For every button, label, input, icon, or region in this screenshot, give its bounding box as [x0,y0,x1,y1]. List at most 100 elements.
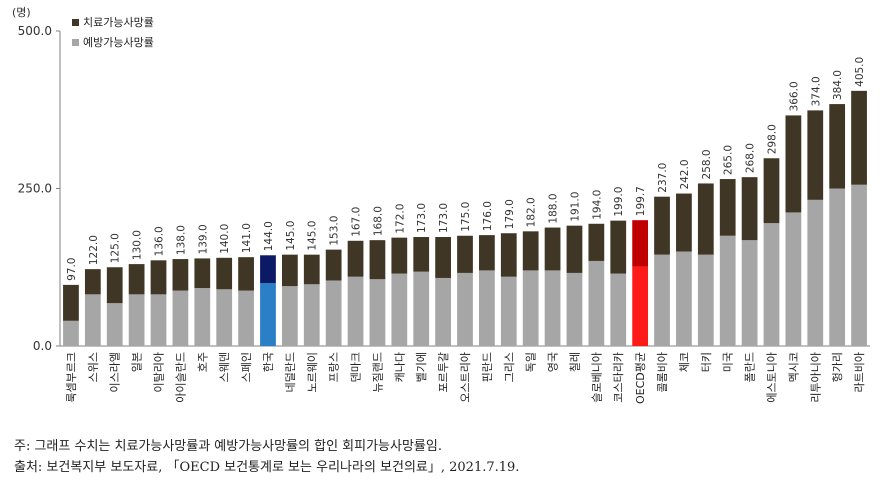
bar-segment-treatable [654,196,670,255]
bar-segment-preventable [106,303,123,346]
x-tick-label: 미국 [722,352,735,372]
bar-segment-treatable [63,284,79,321]
x-tick-label: 터키 [700,352,713,372]
bar-segment-preventable [785,212,802,346]
x-tick-label: 호주 [196,352,209,372]
x-tick-label: 스페인 [240,352,253,382]
data-label-total: 191.0 [569,192,581,222]
bar-segment-treatable [697,183,714,255]
x-tick-label: 노르웨이 [306,352,319,392]
data-label-total: 173.0 [416,203,428,233]
data-label-total: 384.0 [832,70,844,100]
data-label-total: 97.0 [66,257,78,280]
bar-segment-preventable [63,320,79,346]
bar-segment-preventable [719,235,736,346]
y-tick-label: 250.0 [18,182,52,196]
data-label-total: 258.0 [701,149,713,179]
bar-segment-preventable [281,286,298,346]
data-label-total: 265.0 [723,145,735,175]
footnote-description: 주: 그래프 수치는 치료가능사망률과 예방가능사망률의 합인 회피가능사망률임… [14,439,442,454]
x-tick-label: 에스토니아 [765,352,778,403]
data-label-total: 199.7 [635,186,647,216]
bar-segment-treatable [84,269,101,295]
bar-segment-preventable [741,240,758,346]
x-tick-label: 벨기에 [415,352,428,382]
bar-segment-treatable [676,193,692,252]
bar-segment-treatable [435,237,451,278]
bar-segment-treatable [347,240,364,277]
bar-segment-treatable [238,257,254,291]
data-label-total: 298.0 [766,124,778,154]
data-label-total: 173.0 [438,203,450,233]
bar-segment-preventable [544,270,561,346]
bar-segment-preventable [413,271,430,346]
bar-segment-preventable [851,184,867,346]
x-tick-label: 칠레 [568,352,581,372]
bar-segment-treatable [544,227,561,271]
bar-segment-treatable [763,158,780,224]
bar-segment-preventable [128,294,145,346]
bar-segment-treatable [500,233,517,277]
bar-segment-treatable [128,264,145,295]
bar-segment-preventable [216,289,233,346]
bar-segment-treatable [479,235,495,271]
x-tick-label: 리투아니아 [809,352,822,403]
data-label-total: 145.0 [307,221,319,251]
data-label-total: 144.0 [263,221,275,251]
bar-segment-preventable [303,284,320,346]
bar-segment-preventable [500,276,517,346]
bar-segment-preventable [347,276,364,346]
bar-segment-treatable [566,225,583,273]
bar-segment-treatable [281,254,298,287]
bar-segment-preventable [588,260,605,346]
x-tick-label: 콜롬비아 [656,352,669,392]
legend-label-preventable: 예방가능사망률 [83,36,154,49]
data-label-total: 122.0 [88,235,100,265]
bar-segment-treatable [632,220,649,267]
bar-segment-preventable [807,199,824,346]
data-label-total: 140.0 [219,224,231,254]
footnote-source: 출처: 보건복지부 보도자료, 「OECD 보건통계로 보는 우리나라의 보건의… [14,460,520,475]
bar-segment-treatable [741,177,758,241]
legend-swatch-treatable [72,19,79,26]
data-label-total: 172.0 [394,204,406,234]
bar-segment-treatable [150,260,167,295]
bar-segment-preventable [522,270,539,346]
data-label-total: 138.0 [175,225,187,255]
bar-segment-preventable [369,279,386,346]
x-tick-label: 룩셈부르크 [65,352,78,403]
x-tick-label: 코스타리카 [612,352,625,403]
data-label-total: 145.0 [285,221,297,251]
data-label-total: 167.0 [351,207,363,237]
bar-segment-preventable [457,272,473,346]
x-tick-label: 한국 [262,352,275,372]
bar-segment-preventable [479,270,495,346]
data-label-total: 153.0 [329,216,341,246]
bar-segment-preventable [172,290,189,346]
bar-segment-preventable [238,290,254,346]
bar-segment-treatable [194,258,211,289]
bar-segment-treatable [369,240,386,280]
bar-segment-treatable [457,235,473,273]
bar-segment-preventable [697,254,714,346]
bar-segment-treatable [610,220,627,274]
x-tick-label: 일본 [130,352,144,372]
bar-segment-preventable [435,277,451,346]
x-tick-label: 스위스 [87,352,100,382]
data-label-total: 374.0 [810,76,822,106]
x-tick-label: 영국 [547,352,560,372]
data-label-total: 130.0 [132,230,144,260]
x-tick-label: 캐나다 [393,352,406,382]
data-label-total: 182.0 [526,197,538,227]
bar-segment-treatable [303,254,320,285]
x-tick-label: 슬로베니아 [590,352,603,403]
bar-segment-treatable [172,259,189,291]
bar-segment-treatable [260,255,276,283]
x-tick-label: 체코 [678,352,691,372]
y-tick-label: 0.0 [33,339,52,353]
x-tick-label: 프랑스 [328,352,341,382]
y-tick-label: 500.0 [18,24,52,38]
bar-segment-treatable [719,179,736,236]
bar-segment-treatable [785,115,802,213]
x-tick-label: 헝가리 [831,352,844,382]
